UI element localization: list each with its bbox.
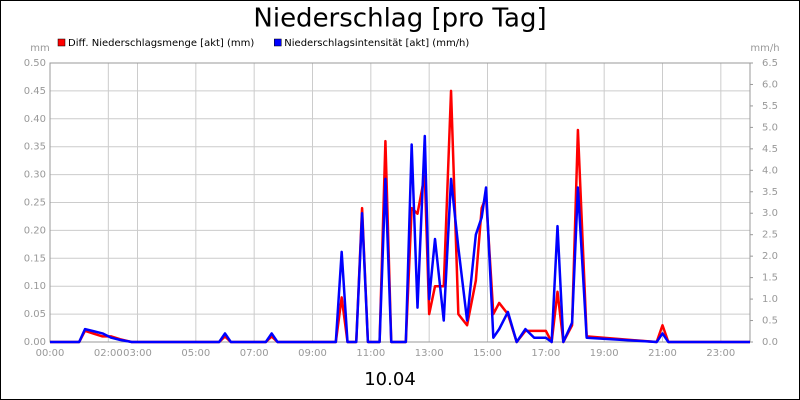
x-tick-label: 17:00 (531, 348, 560, 359)
y-tick-label: 0.40 (24, 114, 46, 125)
legend-swatch (57, 38, 66, 47)
legend-label: Niederschlagsintensität [akt] (mm/h) (284, 38, 469, 49)
y2-tick-label: 3.0 (762, 208, 778, 219)
y2-tick-label: 0.0 (762, 337, 778, 348)
y2-tick-label: 2.0 (762, 251, 778, 262)
x-tick-label: 00:00 (36, 348, 65, 359)
y2-tick-label: 3.5 (762, 187, 778, 198)
y2-tick-label: 6.0 (762, 79, 778, 90)
y-tick-label: 0.05 (24, 309, 46, 320)
x-tick-label: 03:00 (123, 348, 152, 359)
y-tick-label: 0.20 (24, 225, 46, 236)
y2-tick-label: 0.5 (762, 316, 778, 327)
x-tick-label: 15:00 (473, 348, 502, 359)
chart-title: Niederschlag [pro Tag] (253, 4, 546, 34)
y2-tick-label: 2.5 (762, 230, 778, 241)
y2-tick-label: 4.5 (762, 144, 778, 155)
x-tick-label: 23:00 (706, 348, 735, 359)
x-tick-label: 07:00 (240, 348, 269, 359)
y2-tick-label: 4.0 (762, 165, 778, 176)
y-tick-label: 0.25 (24, 198, 46, 209)
y-tick-label: 0.00 (24, 337, 46, 348)
y2-tick-label: 1.0 (762, 294, 778, 305)
y-tick-label: 0.10 (24, 281, 46, 292)
x-tick-label: 02:00 (94, 348, 123, 359)
y-axis-label: mm (30, 43, 49, 54)
y-tick-label: 0.15 (24, 253, 46, 264)
y-tick-label: 0.30 (24, 170, 46, 181)
y2-tick-label: 5.0 (762, 122, 778, 133)
y-tick-label: 0.50 (24, 58, 46, 69)
legend-swatch (274, 38, 282, 47)
legend-label: Diff. Niederschlagsmenge [akt] (mm) (68, 38, 254, 49)
x-tick-label: 11:00 (356, 348, 385, 359)
x-tick-label: 13:00 (415, 348, 444, 359)
y2-tick-label: 1.5 (762, 273, 778, 284)
series-line (50, 134, 750, 344)
x-tick-label: 05:00 (181, 348, 210, 359)
y-tick-label: 0.45 (24, 86, 46, 97)
y2-axis-label: mm/h (750, 43, 779, 54)
x-tick-label: 21:00 (648, 348, 677, 359)
y2-tick-label: 5.5 (762, 101, 778, 112)
x-tick-label: 09:00 (298, 348, 327, 359)
y-tick-label: 0.35 (24, 142, 46, 153)
y2-tick-label: 6.5 (762, 58, 778, 69)
x-tick-label: 19:00 (590, 348, 619, 359)
x-axis-label: 10.04 (364, 369, 416, 390)
